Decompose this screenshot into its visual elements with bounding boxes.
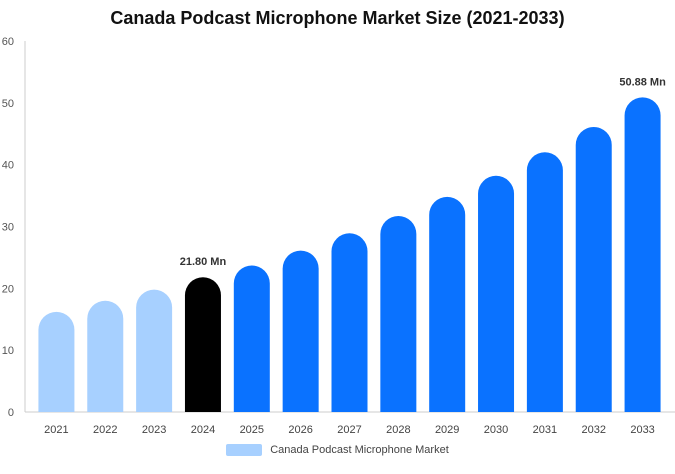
x-tick-label: 2027 <box>337 424 361 436</box>
bar-2024 <box>184 277 221 412</box>
y-tick-label: 50 <box>2 98 14 110</box>
y-tick-label: 10 <box>2 345 14 357</box>
x-tick-label: 2033 <box>630 424 654 436</box>
x-tick-label: 2029 <box>435 424 459 436</box>
x-tick-label: 2032 <box>581 424 605 436</box>
bar-2029 <box>429 196 466 412</box>
y-tick-label: 60 <box>2 36 14 48</box>
y-tick-label: 0 <box>8 407 14 419</box>
bar-2021 <box>38 311 75 412</box>
legend-label: Canada Podcast Microphone Market <box>270 444 449 456</box>
bar-2026 <box>282 250 319 412</box>
bar-2027 <box>331 233 368 412</box>
x-tick-label: 2025 <box>240 424 264 436</box>
x-tick-label: 2022 <box>93 424 117 436</box>
x-tick-label: 2024 <box>191 424 215 436</box>
y-tick-label: 30 <box>2 222 14 234</box>
x-tick-label: 2023 <box>142 424 166 436</box>
data-label-2033: 50.88 Mn <box>619 76 666 88</box>
bar-2031 <box>526 152 563 413</box>
legend: Canada Podcast Microphone Market <box>0 444 675 456</box>
bar-2032 <box>575 126 612 413</box>
legend-swatch <box>226 444 263 456</box>
y-tick-label: 20 <box>2 283 14 295</box>
chart-title: Canada Podcast Microphone Market Size (2… <box>110 8 565 28</box>
x-tick-label: 2026 <box>288 424 312 436</box>
bar-2023 <box>136 289 173 412</box>
data-label-2024: 21.80 Mn <box>180 256 227 268</box>
x-tick-label: 2028 <box>386 424 410 436</box>
x-tick-label: 2021 <box>44 424 68 436</box>
bar-2030 <box>478 175 515 412</box>
bar-2028 <box>380 215 417 412</box>
x-tick-label: 2030 <box>484 424 508 436</box>
bar-2022 <box>87 300 124 412</box>
x-tick-label: 2031 <box>533 424 557 436</box>
y-tick-label: 40 <box>2 160 14 172</box>
bar-2025 <box>233 265 270 412</box>
bar-2033 <box>624 97 661 412</box>
